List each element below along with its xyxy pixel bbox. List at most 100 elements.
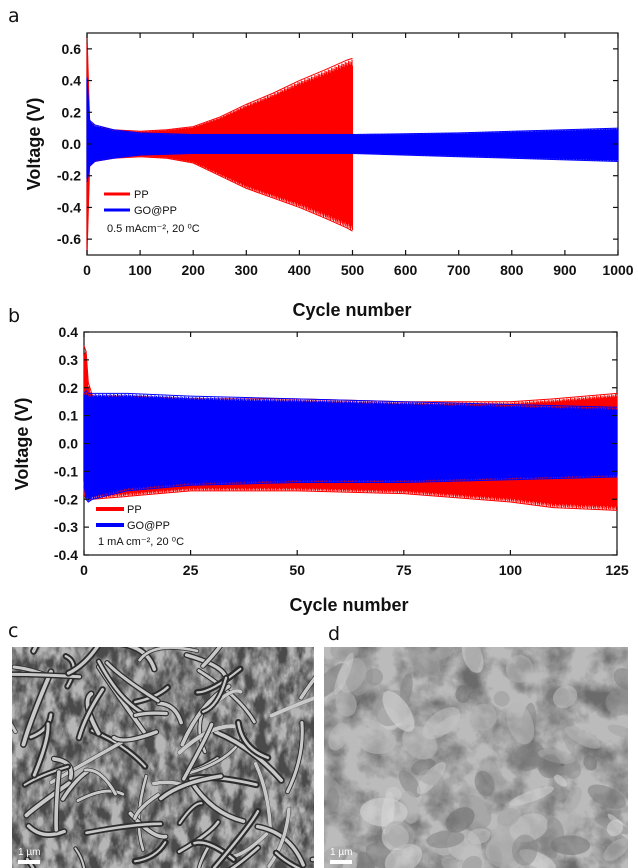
y-tick-label: 0.2 bbox=[59, 380, 79, 396]
fiber bbox=[267, 807, 291, 868]
fiber bbox=[76, 789, 125, 803]
particle bbox=[557, 763, 581, 774]
fiber bbox=[77, 688, 105, 740]
condition-note-b: 1 mA cm⁻², 20 ⁰C bbox=[98, 536, 184, 548]
y-tick-label: 0.4 bbox=[59, 324, 79, 340]
series-upper-envelope-1-b bbox=[83, 389, 618, 408]
y-tick-label: 0.4 bbox=[62, 73, 82, 89]
fiber bbox=[212, 810, 260, 868]
particle bbox=[334, 652, 354, 695]
y-tick-label: 0.0 bbox=[62, 136, 82, 152]
x-axis-title-b: Cycle number bbox=[289, 595, 408, 615]
panel-label-d: d bbox=[328, 623, 340, 645]
panel-label-b: b bbox=[8, 305, 20, 327]
fiber bbox=[156, 701, 183, 725]
fiber bbox=[133, 711, 168, 717]
particle bbox=[485, 843, 521, 868]
fiber bbox=[201, 647, 222, 668]
fiber bbox=[61, 769, 89, 801]
particle bbox=[613, 668, 628, 691]
fiber bbox=[299, 676, 314, 700]
fiber bbox=[105, 661, 160, 703]
x-tick-label: 400 bbox=[288, 262, 312, 278]
y-axis-title-b: Voltage (V) bbox=[12, 398, 32, 491]
x-tick-label: 500 bbox=[341, 262, 365, 278]
fiber bbox=[32, 722, 50, 777]
x-tick-label: 0 bbox=[80, 562, 88, 578]
particle bbox=[606, 819, 624, 837]
fiber bbox=[23, 765, 69, 786]
fiber bbox=[54, 770, 61, 832]
fiber bbox=[197, 845, 210, 868]
fiber bbox=[230, 846, 260, 868]
x-tick-label: 700 bbox=[447, 262, 471, 278]
series-upper-envelope-0-b bbox=[83, 345, 618, 403]
particle bbox=[345, 656, 374, 696]
fiber bbox=[85, 822, 163, 835]
fiber bbox=[133, 793, 160, 820]
x-tick-label: 125 bbox=[605, 562, 629, 578]
scale-bar-c bbox=[18, 860, 40, 864]
legend-label-pp-b: PP bbox=[127, 504, 142, 516]
y-tick-label: -0.4 bbox=[57, 199, 81, 215]
particle bbox=[509, 813, 549, 842]
particle bbox=[474, 770, 495, 797]
fiber bbox=[202, 676, 228, 713]
particle-texture-d bbox=[324, 647, 628, 868]
fiber bbox=[177, 820, 220, 853]
particle bbox=[365, 668, 383, 686]
particle bbox=[564, 726, 601, 749]
legend-a: PP GO@PP 0.5 mAcm⁻², 20 ⁰C bbox=[104, 189, 200, 235]
fiber bbox=[159, 774, 223, 801]
particle bbox=[357, 727, 397, 754]
chart-panel-a: 0 100 200 300 400 500 600 700 800 900 1000 -0.6 -0.4… bbox=[24, 32, 634, 320]
fiber-texture-c bbox=[12, 647, 314, 868]
y-tick-label: 0.3 bbox=[59, 352, 79, 368]
fiber bbox=[274, 851, 301, 868]
fiber bbox=[112, 730, 158, 742]
fiber bbox=[66, 647, 100, 675]
axis-ticks-a: 0 100 200 300 400 500 600 700 800 900 1000 -0.6 -0.4… bbox=[57, 33, 634, 278]
fiber bbox=[24, 781, 72, 818]
particle bbox=[408, 647, 440, 678]
particle bbox=[553, 774, 567, 787]
fiber bbox=[182, 722, 214, 781]
particle bbox=[564, 786, 582, 813]
x-tick-label: 600 bbox=[394, 262, 418, 278]
fiber bbox=[197, 669, 256, 724]
y-tick-label: 0.2 bbox=[62, 104, 82, 120]
particle bbox=[465, 647, 482, 673]
y-tick-label: -0.3 bbox=[54, 519, 78, 535]
panel-label-a: a bbox=[8, 5, 20, 27]
particle bbox=[359, 797, 408, 827]
particle bbox=[506, 702, 535, 745]
plot-area-b bbox=[83, 345, 618, 511]
fiber bbox=[184, 653, 227, 678]
scale-label-d: 1 µm bbox=[330, 847, 352, 858]
particle bbox=[603, 838, 628, 861]
particle bbox=[538, 827, 558, 859]
fiber bbox=[196, 667, 242, 694]
fiber bbox=[12, 672, 82, 679]
series-lower-envelope-1-b bbox=[83, 476, 618, 503]
particle bbox=[335, 690, 357, 717]
particle bbox=[384, 843, 423, 868]
particle bbox=[605, 690, 628, 716]
fiber bbox=[31, 647, 38, 653]
x-tick-label: 50 bbox=[289, 562, 305, 578]
particle bbox=[356, 851, 376, 868]
axis-ticks-b: 0 25 50 75 100 125 -0.4 -0.3 -0.2 -0.1 0.0 0.1 0.2 0.… bbox=[54, 324, 629, 578]
y-tick-label: 0.1 bbox=[59, 408, 79, 424]
legend-b: PP GO@PP 1 mA cm⁻², 20 ⁰C bbox=[96, 504, 184, 548]
particle bbox=[505, 655, 534, 683]
x-tick-label: 0 bbox=[83, 262, 91, 278]
scale-label-c: 1 µm bbox=[18, 847, 40, 858]
x-tick-label: 75 bbox=[396, 562, 412, 578]
particle bbox=[607, 724, 628, 738]
series-lower-envelope-1-a bbox=[86, 153, 619, 183]
fiber bbox=[21, 669, 53, 747]
y-tick-label: -0.2 bbox=[57, 168, 81, 184]
particle bbox=[461, 855, 483, 868]
scale-bar-d bbox=[330, 860, 352, 864]
